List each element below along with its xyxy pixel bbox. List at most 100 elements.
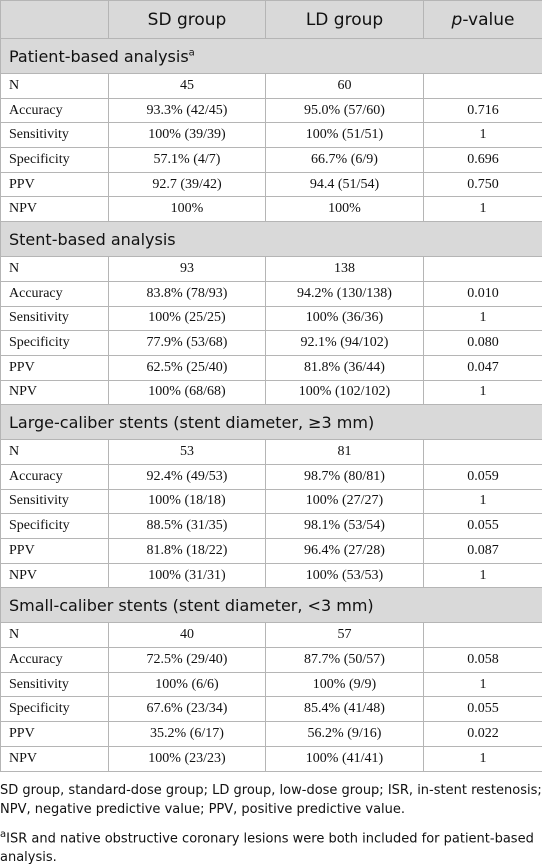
section-title: Small-caliber stents (stent diameter, <3… [9, 596, 374, 615]
ld-value: 100% (102/102) [266, 380, 424, 405]
ld-value: 60 [266, 74, 424, 99]
row-label: Specificity [1, 331, 109, 356]
p-value: 1 [424, 197, 542, 222]
row-label: N [1, 440, 109, 465]
row-label: N [1, 257, 109, 282]
ld-value: 81 [266, 440, 424, 465]
ld-value: 100% (53/53) [266, 563, 424, 588]
empty-cell [424, 257, 542, 282]
section-title: Patient-based analysis [9, 47, 189, 66]
row-label: N [1, 74, 109, 99]
row-label: Sensitivity [1, 672, 109, 697]
sd-value: 92.7 (39/42) [109, 172, 266, 197]
section-row: Patient-based analysisa [1, 39, 542, 74]
results-table: SD group LD group p-value Patient-based … [0, 0, 542, 772]
sd-value: 45 [109, 74, 266, 99]
p-value: 1 [424, 672, 542, 697]
row-label: Sensitivity [1, 123, 109, 148]
empty-cell [424, 623, 542, 648]
ld-value: 85.4% (41/48) [266, 697, 424, 722]
empty-cell [424, 440, 542, 465]
sd-value: 35.2% (6/17) [109, 722, 266, 747]
ld-value: 98.1% (53/54) [266, 514, 424, 539]
sd-value: 93.3% (42/45) [109, 98, 266, 123]
row-label: NPV [1, 563, 109, 588]
ld-value: 81.8% (36/44) [266, 355, 424, 380]
p-value: 0.058 [424, 648, 542, 673]
section-row: Stent-based analysis [1, 222, 542, 257]
p-value: 0.750 [424, 172, 542, 197]
sd-value: 88.5% (31/35) [109, 514, 266, 539]
sd-value: 92.4% (49/53) [109, 464, 266, 489]
footnote-text: ISR and native obstructive coronary lesi… [0, 831, 534, 865]
row-label: N [1, 623, 109, 648]
sd-value: 100% (23/23) [109, 746, 266, 771]
section-row: Small-caliber stents (stent diameter, <3… [1, 588, 542, 623]
p-value: 0.022 [424, 722, 542, 747]
p-value: 0.087 [424, 539, 542, 564]
p-value: 0.716 [424, 98, 542, 123]
ld-value: 138 [266, 257, 424, 282]
p-value: 1 [424, 380, 542, 405]
section-title-cell: Large-caliber stents (stent diameter, ≥3… [1, 405, 542, 440]
footnote: aISR and native obstructive coronary les… [0, 825, 542, 867]
row-label: Accuracy [1, 648, 109, 673]
footnotes: SD group, standard-dose group; LD group,… [0, 772, 542, 867]
sd-value: 100% (39/39) [109, 123, 266, 148]
ld-value: 57 [266, 623, 424, 648]
row-label: PPV [1, 539, 109, 564]
sd-value: 53 [109, 440, 266, 465]
sd-value: 100% (6/6) [109, 672, 266, 697]
p-value: 1 [424, 123, 542, 148]
sd-value: 81.8% (18/22) [109, 539, 266, 564]
sd-value: 72.5% (29/40) [109, 648, 266, 673]
ld-value: 100% (41/41) [266, 746, 424, 771]
ld-value: 100% (51/51) [266, 123, 424, 148]
sd-value: 77.9% (53/68) [109, 331, 266, 356]
section-title-cell: Small-caliber stents (stent diameter, <3… [1, 588, 542, 623]
header-cell [1, 1, 109, 39]
p-value: 1 [424, 746, 542, 771]
ld-value: 96.4% (27/28) [266, 539, 424, 564]
p-value: 1 [424, 306, 542, 331]
ld-value: 94.2% (130/138) [266, 281, 424, 306]
ld-value: 92.1% (94/102) [266, 331, 424, 356]
row-label: Accuracy [1, 464, 109, 489]
sd-value: 83.8% (78/93) [109, 281, 266, 306]
ld-value: 95.0% (57/60) [266, 98, 424, 123]
p-value: 1 [424, 489, 542, 514]
row-label: PPV [1, 355, 109, 380]
ld-value: 66.7% (6/9) [266, 148, 424, 173]
ld-value: 98.7% (80/81) [266, 464, 424, 489]
header-cell: p-value [424, 1, 542, 39]
p-value: 1 [424, 563, 542, 588]
row-label: Specificity [1, 148, 109, 173]
row-label: NPV [1, 746, 109, 771]
p-value: 0.010 [424, 281, 542, 306]
sd-value: 100% (18/18) [109, 489, 266, 514]
row-label: Accuracy [1, 98, 109, 123]
p-value: 0.055 [424, 514, 542, 539]
section-title: Large-caliber stents (stent diameter, ≥3… [9, 413, 374, 432]
ld-value: 100% (27/27) [266, 489, 424, 514]
header-cell: SD group [109, 1, 266, 39]
ld-value: 94.4 (51/54) [266, 172, 424, 197]
